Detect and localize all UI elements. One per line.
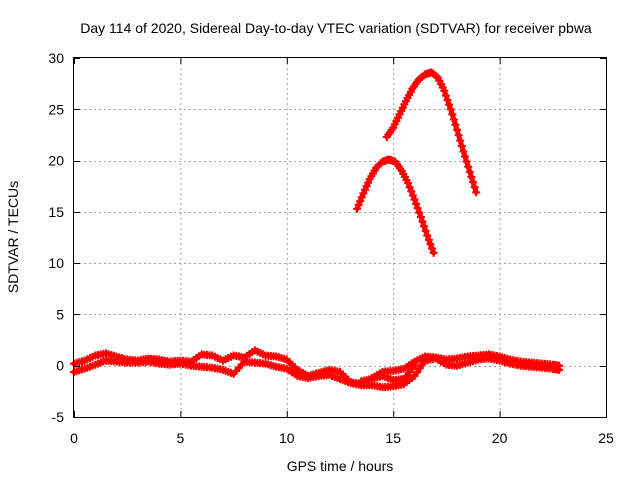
data-marker — [443, 96, 452, 105]
data-point — [353, 204, 362, 213]
data-marker — [421, 226, 430, 235]
data-marker — [454, 131, 463, 140]
data-marker — [456, 136, 465, 145]
y-tick-label: 25 — [48, 101, 64, 117]
data-point — [404, 179, 413, 188]
series-enhancement-arc-1 — [353, 155, 438, 257]
data-point — [555, 365, 564, 374]
data-marker — [356, 197, 365, 206]
series-baseline-lower — [70, 354, 564, 392]
data-marker — [415, 208, 424, 217]
series-enhancement-arc-2 — [382, 68, 481, 197]
y-tick-label: 15 — [48, 204, 64, 220]
data-marker — [462, 157, 471, 166]
y-tick-label: 20 — [48, 153, 64, 169]
x-tick-label: 5 — [177, 430, 185, 446]
data-marker — [413, 204, 422, 213]
tick-layer: 0 5 10 15 20 25 -5 0 5 10 15 20 25 30 — [48, 50, 614, 446]
data-marker — [418, 217, 427, 226]
data-point — [465, 167, 474, 176]
data-marker — [357, 193, 366, 202]
data-point — [410, 361, 419, 370]
data-marker — [445, 100, 454, 109]
data-marker — [451, 120, 460, 129]
y-tick-label: 0 — [56, 358, 64, 374]
y-axis-label: SDTVAR / TECUs — [5, 181, 21, 293]
data-marker — [448, 110, 457, 119]
grid-layer — [74, 58, 606, 417]
data-marker — [470, 183, 479, 192]
series-baseline-middle — [357, 361, 419, 386]
series-baseline-upper — [70, 346, 564, 389]
data-marker — [424, 235, 433, 244]
data-point — [446, 105, 455, 114]
data-point — [472, 188, 481, 197]
data-layer — [70, 68, 564, 392]
data-point — [459, 147, 468, 156]
data-point — [423, 231, 432, 240]
data-marker — [457, 141, 466, 150]
x-tick-label: 10 — [279, 430, 295, 446]
data-point — [416, 212, 425, 221]
x-axis-label: GPS time / hours — [287, 458, 394, 474]
plot-frame — [73, 57, 607, 418]
x-tick-label: 0 — [70, 430, 78, 446]
data-marker — [407, 187, 416, 196]
data-marker — [464, 162, 473, 171]
y-tick-label: 5 — [56, 306, 64, 322]
data-point — [410, 195, 419, 204]
y-tick-label: -5 — [52, 409, 65, 425]
data-marker — [449, 115, 458, 124]
y-tick-label: 10 — [48, 255, 64, 271]
data-marker — [432, 72, 441, 81]
data-marker — [461, 152, 470, 161]
data-marker — [467, 172, 476, 181]
data-marker — [408, 191, 417, 200]
data-marker — [420, 222, 429, 231]
data-marker — [428, 244, 437, 253]
data-point — [429, 248, 438, 257]
x-tick-label: 20 — [492, 430, 508, 446]
data-marker — [405, 183, 414, 192]
data-marker — [354, 200, 363, 209]
y-tick-label: 30 — [48, 50, 64, 66]
series-line — [354, 157, 437, 256]
x-tick-label: 15 — [385, 430, 401, 446]
data-point — [453, 125, 462, 134]
data-marker — [469, 178, 477, 187]
data-marker — [426, 240, 435, 249]
data-marker — [441, 91, 450, 100]
data-point — [440, 86, 449, 95]
chart-title: Day 114 of 2020, Sidereal Day-to-day VTE… — [80, 20, 592, 36]
data-marker — [412, 199, 421, 208]
x-tick-label: 25 — [598, 430, 614, 446]
